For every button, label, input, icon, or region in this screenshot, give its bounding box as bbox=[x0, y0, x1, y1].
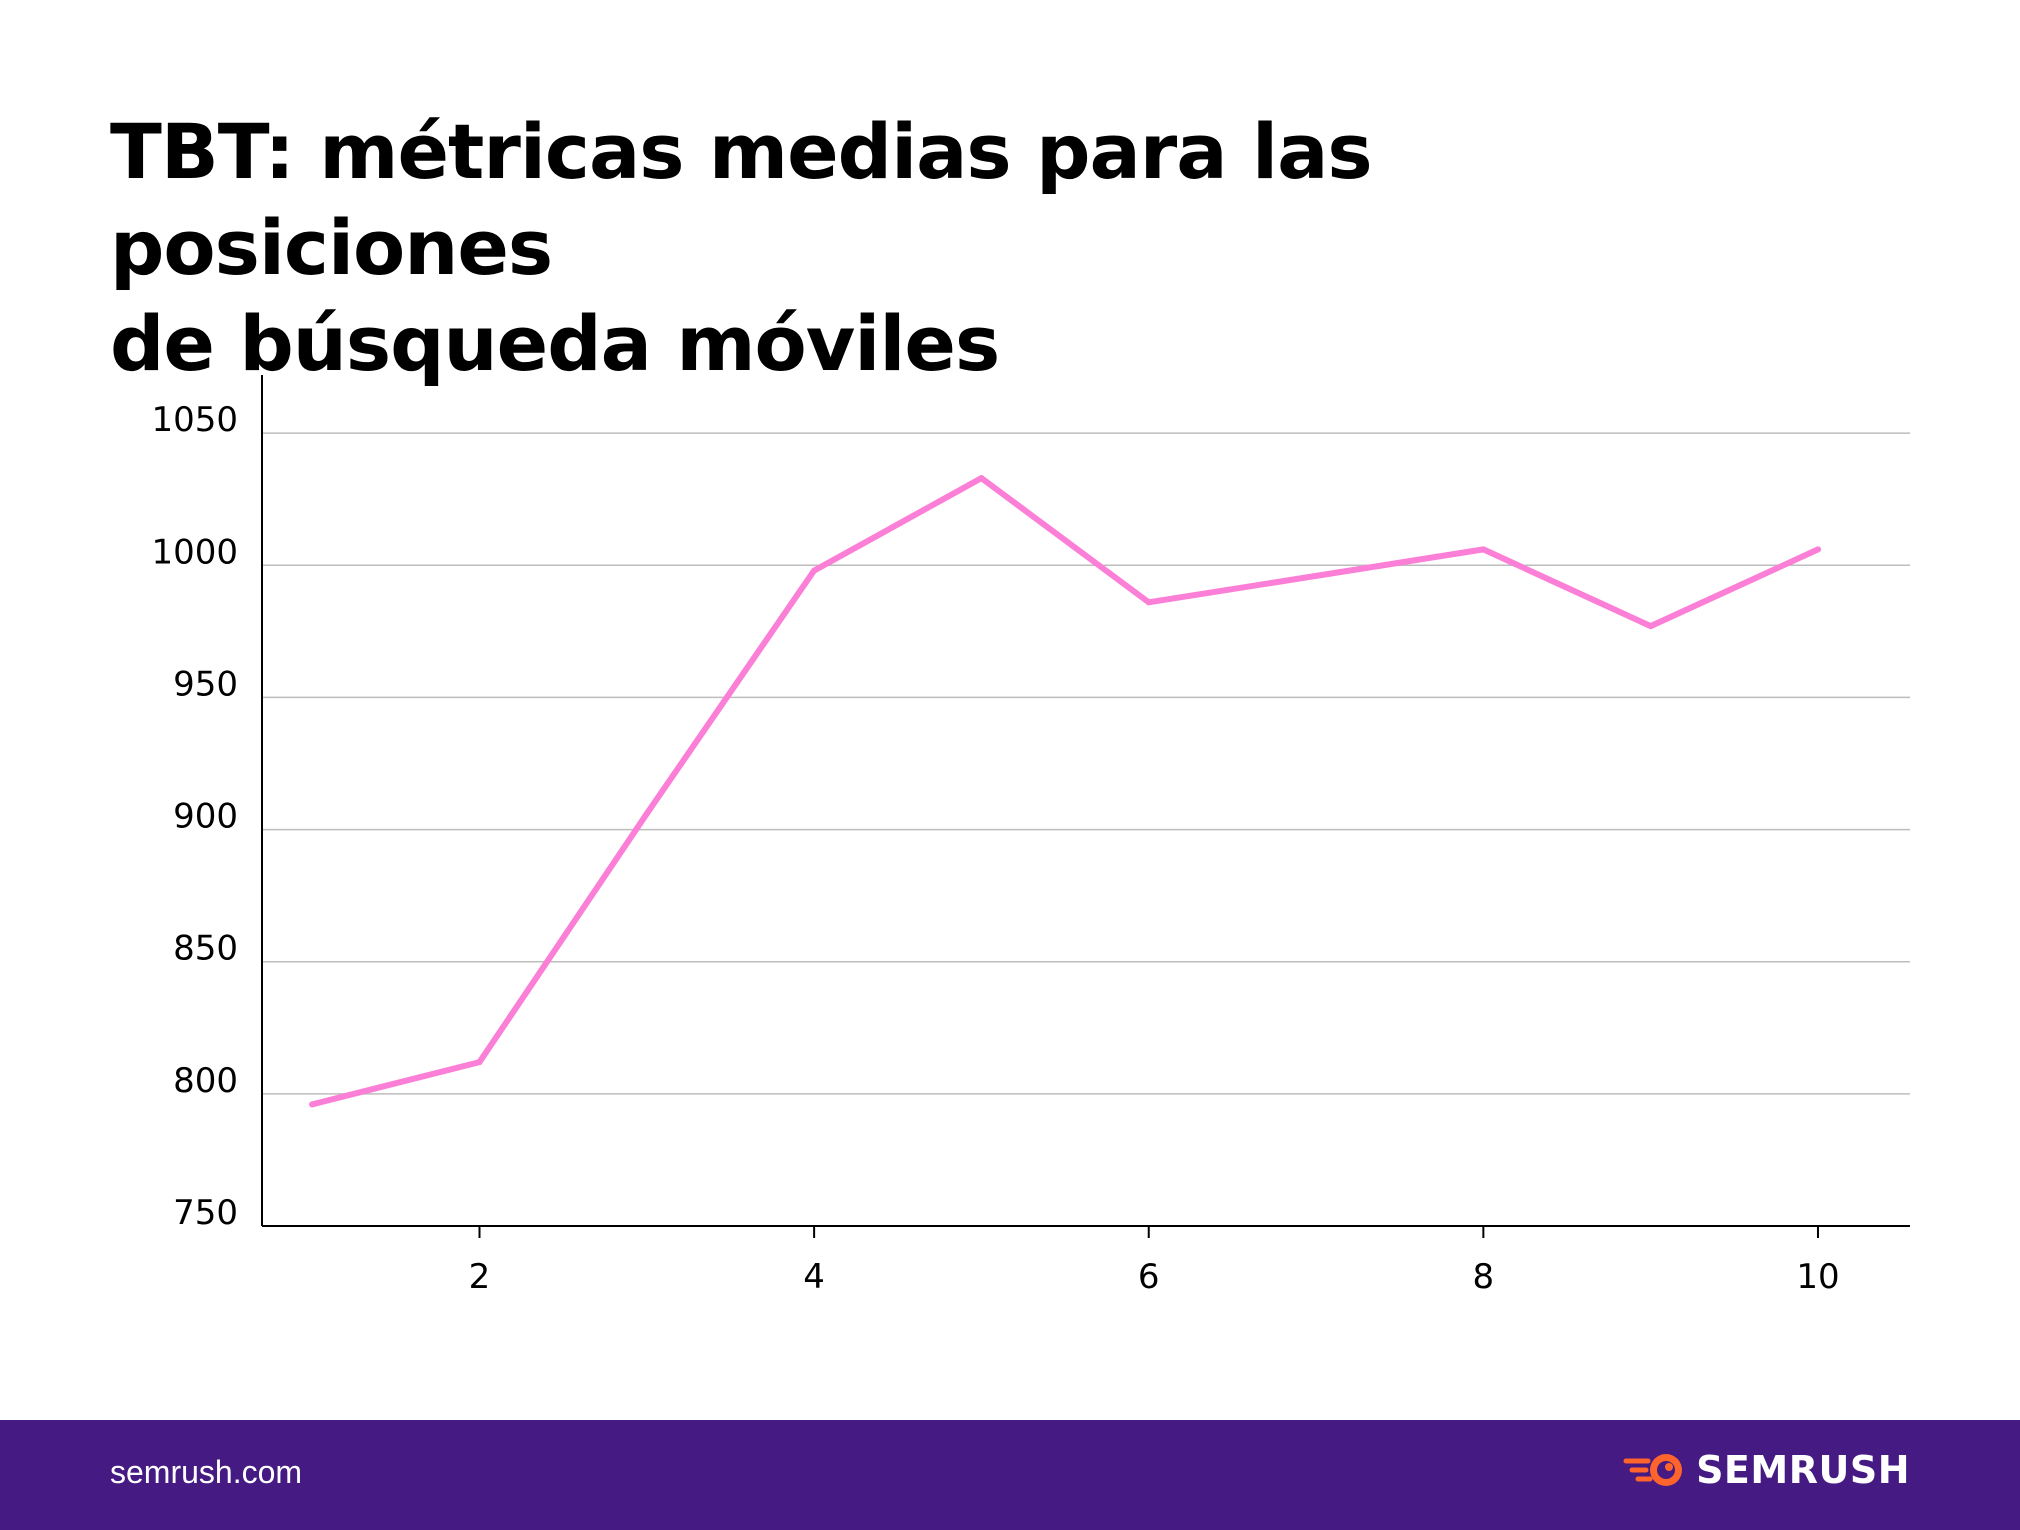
y-tick-labels: 750 800 850 900 950 1000 1050 bbox=[151, 400, 238, 1233]
data-point-0-6 bbox=[1145, 599, 1152, 606]
footer-url[interactable]: semrush.com bbox=[110, 1454, 303, 1490]
data-point-0-5 bbox=[978, 475, 985, 482]
footer-bar: semrush.com SEMRUSH bbox=[0, 1420, 2020, 1530]
line-chart: 750 800 850 900 950 1000 1050 2 4 6 8 10 bbox=[151, 375, 1910, 1297]
data-point-0-8 bbox=[1480, 546, 1487, 553]
chart-title: TBT: métricas medias para las posiciones… bbox=[110, 104, 1810, 392]
y-tick-label-850: 850 bbox=[173, 929, 238, 969]
y-tick-label-1000: 1000 bbox=[151, 532, 238, 572]
series-line-0 bbox=[309, 475, 1821, 1108]
data-point-0-1 bbox=[309, 1101, 316, 1108]
x-tick-label-2: 2 bbox=[469, 1257, 491, 1297]
chart-title-line-1: TBT: métricas medias para las posiciones bbox=[110, 107, 1373, 292]
data-point-0-3 bbox=[643, 810, 650, 817]
data-point-0-4 bbox=[811, 567, 818, 574]
brand-name: SEMRUSH bbox=[1696, 1448, 1910, 1492]
data-point-0-7 bbox=[1313, 572, 1320, 579]
x-tick-label-8: 8 bbox=[1473, 1257, 1495, 1297]
x-tick-label-4: 4 bbox=[803, 1257, 825, 1297]
data-point-0-10 bbox=[1814, 546, 1821, 553]
x-tick-label-10: 10 bbox=[1796, 1257, 1839, 1297]
gridlines bbox=[262, 432, 1910, 1095]
y-tick-label-1050: 1050 bbox=[151, 400, 238, 440]
y-tick-label-950: 950 bbox=[173, 664, 238, 704]
chart-title-line-2: de búsqueda móviles bbox=[110, 299, 1000, 388]
x-tick-labels: 2 4 6 8 10 bbox=[469, 1257, 1840, 1297]
semrush-fireball-icon bbox=[1623, 1454, 1683, 1486]
data-point-0-2 bbox=[476, 1059, 483, 1066]
x-tick-label-6: 6 bbox=[1138, 1257, 1160, 1297]
data-point-0-9 bbox=[1647, 623, 1654, 630]
y-tick-label-800: 800 bbox=[173, 1061, 238, 1101]
y-tick-label-900: 900 bbox=[173, 797, 238, 837]
y-tick-label-750: 750 bbox=[173, 1193, 238, 1233]
series-layer bbox=[309, 475, 1821, 1108]
brand-logo: SEMRUSH bbox=[1622, 1448, 1910, 1492]
axes bbox=[261, 375, 1910, 1238]
